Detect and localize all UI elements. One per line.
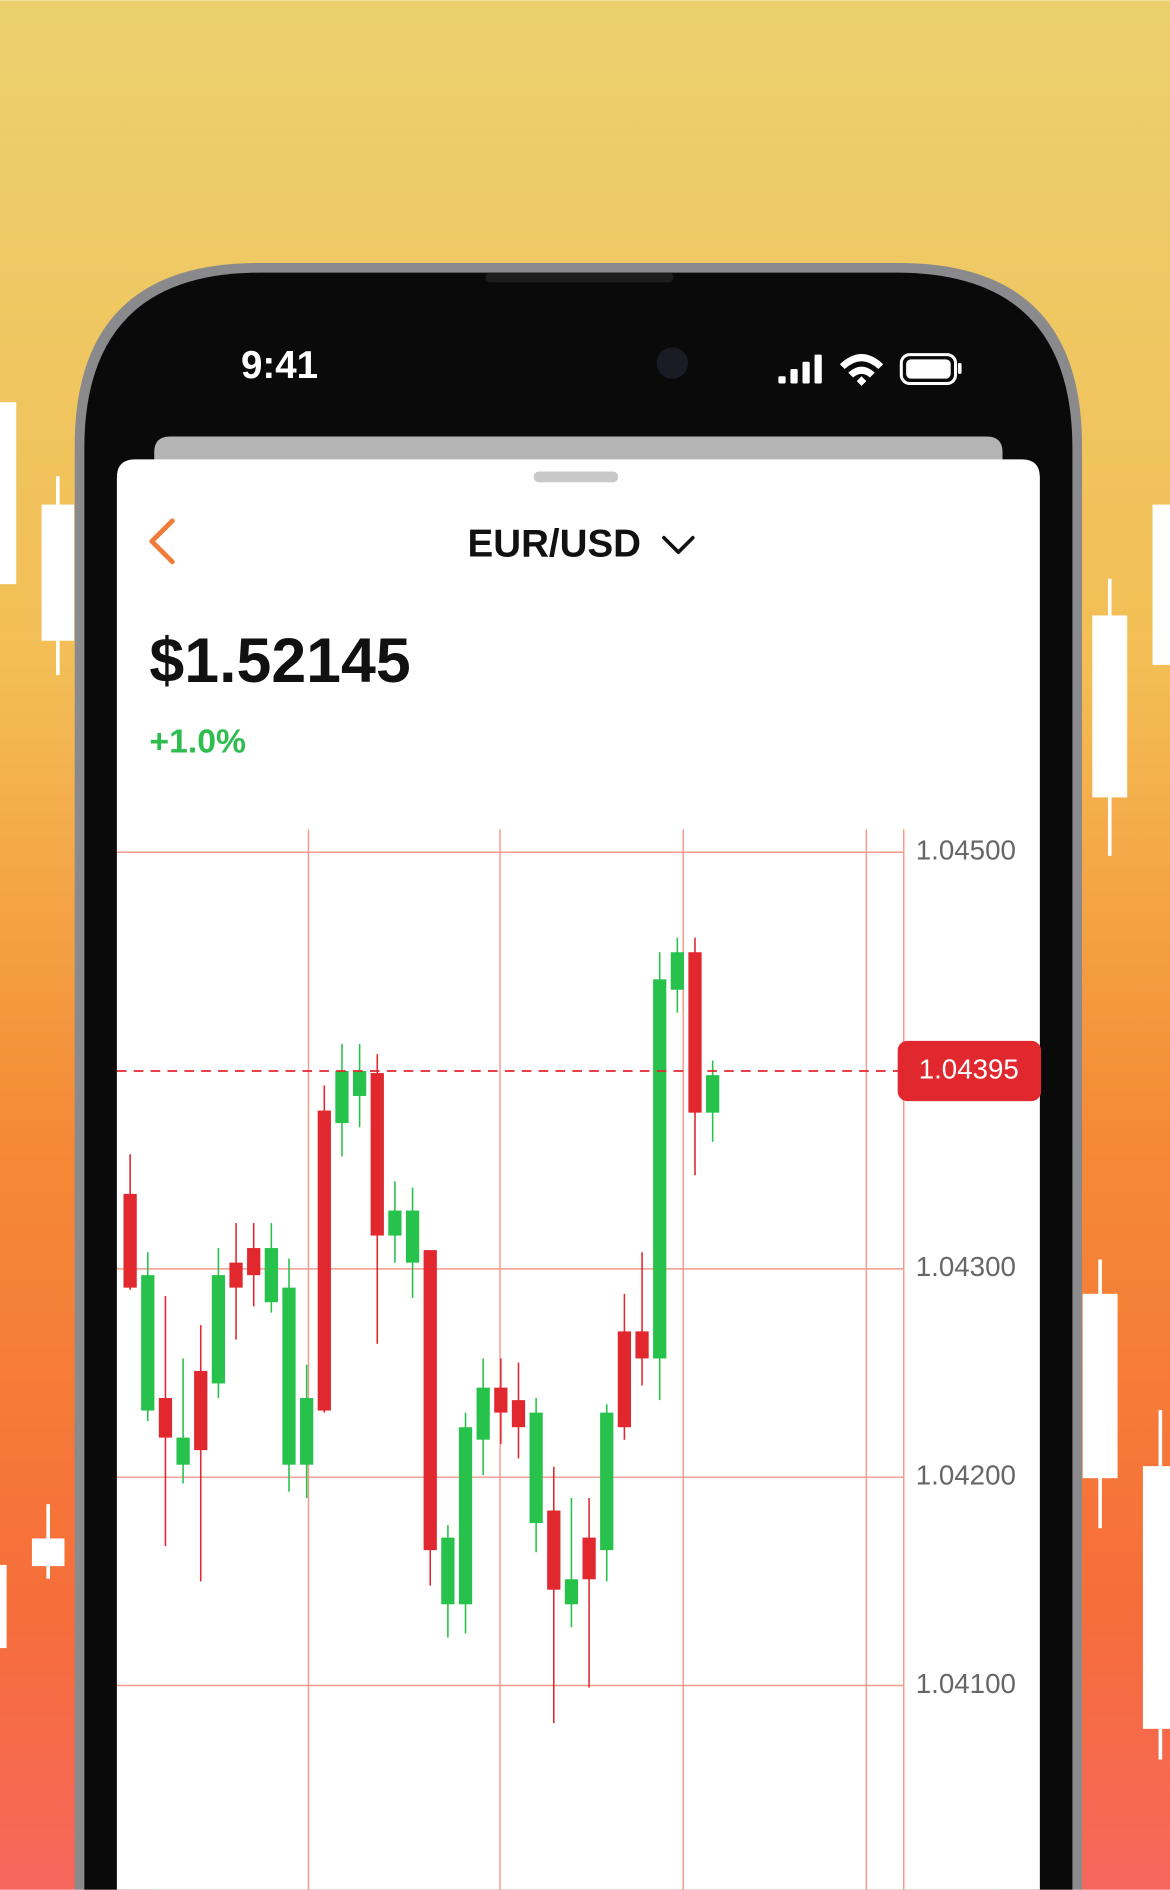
price-value: $1.52145 <box>149 626 410 696</box>
sheet-handle[interactable] <box>533 471 619 483</box>
candle-body <box>564 1579 579 1605</box>
candle-body <box>476 1387 490 1440</box>
candle-body <box>423 1250 437 1551</box>
vertical-grid <box>307 829 905 1890</box>
candle-body <box>458 1427 473 1605</box>
pair-dropdown[interactable] <box>662 535 695 554</box>
candle-body <box>706 1075 720 1113</box>
candle-body <box>688 952 702 1113</box>
speaker <box>485 272 674 283</box>
y-axis: 1.04500 1.04300 1.04200 1.04100 1.04395 <box>897 835 1042 1699</box>
price-change: +1.0% <box>149 723 246 761</box>
current-price-label: 1.04395 <box>919 1053 1019 1084</box>
candle-body <box>511 1400 526 1428</box>
candle-body <box>123 1193 137 1288</box>
status-icons <box>778 353 962 386</box>
candle-body <box>158 1398 173 1438</box>
candle-body <box>405 1210 420 1263</box>
candle-body <box>317 1110 331 1411</box>
candle-body <box>211 1275 226 1384</box>
candle-body <box>582 1537 596 1580</box>
candle-body <box>617 1331 632 1428</box>
candle-body <box>670 952 684 990</box>
candle-body <box>635 1331 649 1359</box>
candle-body <box>264 1248 278 1303</box>
status-time: 9:41 <box>241 344 318 387</box>
candle-body <box>176 1437 190 1465</box>
decor-candles <box>0 402 1170 1760</box>
candle-body <box>600 1412 614 1551</box>
candle-body <box>388 1210 402 1236</box>
y-tick-label: 1.04300 <box>916 1251 1016 1282</box>
candle-body <box>141 1275 155 1411</box>
candle-body <box>229 1262 243 1288</box>
candle-body <box>352 1070 367 1096</box>
candle-body <box>494 1387 508 1413</box>
candle-body <box>247 1248 261 1276</box>
candle-body <box>300 1398 314 1465</box>
plot <box>116 851 904 1724</box>
candle-body <box>370 1073 384 1236</box>
candle-body <box>547 1510 561 1590</box>
pair-title[interactable]: EUR/USD <box>468 522 641 565</box>
candle-body <box>335 1070 349 1124</box>
candle-body <box>529 1412 543 1524</box>
candle-body <box>194 1370 208 1451</box>
camera <box>656 347 689 379</box>
candle-body <box>441 1537 455 1605</box>
sheet <box>116 459 1040 1890</box>
candle-body <box>282 1287 296 1465</box>
y-tick-label: 1.04100 <box>916 1668 1016 1699</box>
back-button[interactable] <box>149 518 175 565</box>
current-price-tag <box>897 1040 1042 1102</box>
y-tick-label: 1.04500 <box>916 835 1016 866</box>
candle-body <box>653 979 667 1359</box>
y-tick-label: 1.04200 <box>916 1460 1016 1491</box>
